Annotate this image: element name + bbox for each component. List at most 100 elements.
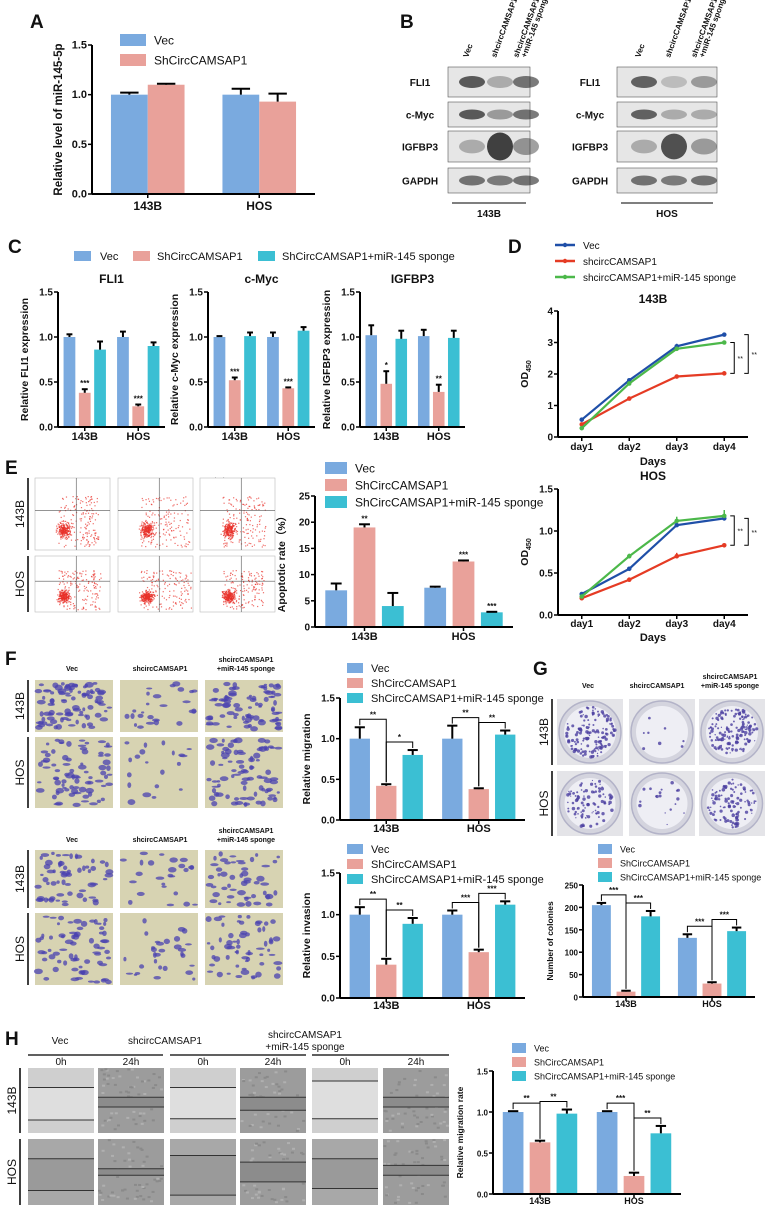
y-tick-label: 0: [304, 623, 310, 634]
event-dot: [65, 538, 68, 540]
event-dot: [140, 529, 142, 531]
event-dot: [184, 600, 186, 602]
event-dot: [228, 593, 230, 596]
event-dot: [258, 531, 261, 533]
event-dot: [58, 591, 61, 593]
cell-texture: [257, 1196, 261, 1199]
stained-cell: [99, 939, 108, 943]
colony: [658, 791, 662, 795]
stained-cell: [103, 918, 108, 923]
event-dot: [140, 596, 142, 599]
event-dot: [154, 534, 156, 536]
event-dot: [226, 605, 228, 607]
colony: [588, 750, 591, 753]
stained-cell: [206, 777, 212, 782]
event-dot: [60, 595, 62, 597]
cell-texture: [124, 1090, 128, 1093]
event-dot: [237, 602, 240, 604]
event-dot: [235, 523, 237, 525]
stained-cell: [211, 780, 218, 783]
cell-texture: [278, 1090, 282, 1093]
cell-texture: [383, 1109, 387, 1112]
event-dot: [188, 541, 190, 543]
event-dot: [175, 527, 177, 530]
colony: [743, 817, 747, 821]
colony: [594, 809, 597, 812]
event-dot: [168, 583, 171, 585]
event-dot: [59, 526, 62, 528]
event-dot: [66, 528, 68, 530]
legend-swatch: [598, 858, 612, 868]
stained-cell: [78, 965, 83, 969]
stained-cell: [86, 722, 94, 727]
stained-cell: [248, 757, 255, 763]
event-dot: [262, 505, 264, 507]
event-dot: [146, 529, 148, 531]
legend-label: Vec: [534, 1043, 550, 1053]
event-dot: [82, 570, 84, 572]
event-dot: [143, 522, 145, 524]
event-dot: [80, 500, 82, 502]
colony: [583, 752, 587, 756]
event-dot: [64, 574, 66, 576]
stained-cell: [178, 788, 183, 791]
y-tick-label: 1.0: [321, 910, 335, 921]
stained-cell: [259, 953, 264, 957]
significance-label: **: [738, 529, 744, 536]
cell-texture: [102, 1078, 106, 1081]
event-dot: [142, 499, 144, 502]
event-dot: [228, 592, 230, 594]
event-dot: [233, 596, 235, 598]
event-dot: [89, 499, 91, 501]
colony: [602, 793, 605, 796]
event-dot: [141, 525, 143, 527]
stained-cell: [72, 707, 82, 712]
event-dot: [91, 581, 93, 583]
event-dot: [59, 604, 61, 606]
stained-cell: [90, 690, 95, 695]
event-dot: [95, 587, 97, 589]
event-dot: [151, 541, 153, 543]
event-dot: [59, 593, 61, 595]
stained-cell: [176, 721, 183, 726]
event-dot: [232, 587, 234, 589]
stained-cell: [103, 921, 107, 926]
bar: [529, 1142, 551, 1194]
stained-cell: [73, 918, 82, 924]
significance-label: *: [385, 361, 389, 370]
event-dot: [148, 602, 150, 604]
significance-bracket: [730, 342, 735, 374]
colony: [594, 747, 596, 750]
colony: [581, 809, 585, 813]
stained-cell: [222, 703, 230, 709]
event-dot: [72, 514, 75, 517]
colony: [612, 728, 615, 731]
series-line: [581, 333, 725, 421]
cell-texture: [123, 1188, 127, 1191]
event-dot: [229, 535, 231, 537]
event-dot: [152, 522, 154, 524]
event-dot: [220, 533, 222, 535]
bar: [297, 330, 310, 427]
event-dot: [64, 530, 66, 532]
event-dot: [62, 528, 64, 530]
event-dot: [169, 594, 171, 597]
stained-cell: [56, 922, 61, 926]
colony: [722, 806, 725, 809]
event-dot: [140, 571, 143, 574]
colony: [730, 783, 733, 785]
event-dot: [140, 532, 142, 534]
stained-cell: [155, 876, 165, 880]
event-dot: [65, 590, 67, 592]
cell-texture: [414, 1201, 418, 1204]
event-dot: [75, 511, 78, 514]
cell-texture: [242, 1080, 246, 1083]
colony-dish: [557, 771, 623, 836]
event-dot: [168, 497, 170, 499]
event-dot: [56, 527, 58, 529]
event-dot: [247, 497, 249, 499]
significance-label: **: [550, 1093, 557, 1102]
cell-texture: [277, 1147, 281, 1150]
event-dot: [244, 536, 246, 538]
significance-label: **: [361, 514, 368, 523]
